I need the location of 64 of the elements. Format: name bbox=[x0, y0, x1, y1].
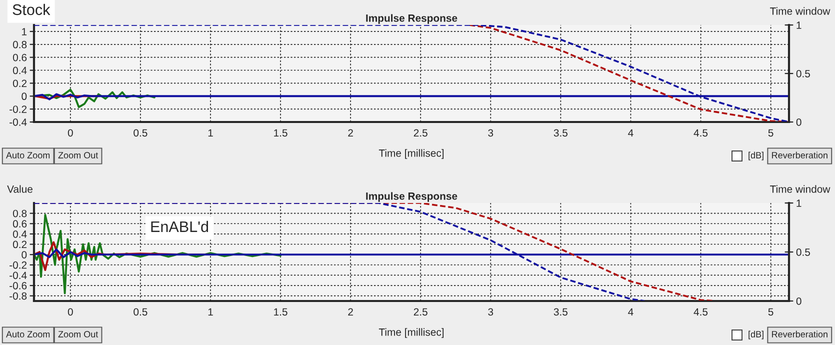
x-tick-label: 2.5 bbox=[414, 129, 428, 137]
text: Auto Zoom bbox=[6, 331, 50, 338]
y-tick-label: 0.2 bbox=[12, 240, 27, 248]
x-tick-label: 3 bbox=[488, 308, 494, 316]
y-tick-label: 0.4 bbox=[12, 230, 27, 238]
y-tick-label: -0.2 bbox=[10, 261, 27, 269]
line-series bbox=[34, 214, 282, 294]
y-tick-label: 0 bbox=[22, 92, 27, 100]
text: Reverberation bbox=[772, 330, 828, 338]
x-tick-label: 4 bbox=[628, 129, 634, 136]
x-tick-label: 4 bbox=[628, 308, 634, 316]
annotation: EnABL'd bbox=[151, 220, 208, 232]
x-tick-label: 4.5 bbox=[694, 129, 708, 137]
x-tick-label: 5 bbox=[768, 129, 774, 137]
y-tick-label: 0.6 bbox=[12, 54, 27, 62]
text: Zoom Out bbox=[58, 152, 98, 158]
x-tick-label: 1 bbox=[208, 308, 213, 316]
x-tick-label: 0 bbox=[68, 308, 73, 316]
x-tick-label: 5 bbox=[768, 308, 774, 316]
y-tick-label: 1 bbox=[22, 28, 27, 36]
x-tick-label: 1.5 bbox=[274, 308, 288, 316]
y-tick-label: 0.8 bbox=[12, 210, 27, 218]
text: Auto Zoom bbox=[6, 152, 50, 158]
y2-tick-label: 0.5 bbox=[796, 248, 810, 256]
x-tick-label: 0 bbox=[68, 129, 73, 137]
x-tick-label: 2 bbox=[348, 129, 353, 136]
y-tick-label: 0.8 bbox=[12, 40, 27, 48]
x-tick-label: 2.5 bbox=[414, 308, 428, 316]
y2-tick-label: 1 bbox=[796, 200, 802, 207]
y2-axis-title: Time window bbox=[770, 185, 830, 193]
y-tick-label: -0.4 bbox=[10, 272, 27, 280]
x-tick-label: 2 bbox=[348, 308, 353, 316]
chart-title: Impulse Response bbox=[366, 192, 458, 202]
x-axis-title: Time [millisec] bbox=[378, 149, 444, 159]
text: Zoom Out bbox=[58, 331, 98, 338]
x-tick-label: 1.5 bbox=[274, 129, 288, 137]
text: Reverberation bbox=[772, 152, 828, 158]
y-tick-label: 0 bbox=[22, 251, 27, 258]
y2-tick-label: 0.5 bbox=[796, 70, 810, 78]
x-tick-label: 1 bbox=[208, 129, 213, 136]
y-tick-label: -0.6 bbox=[10, 282, 27, 290]
y-tick-label: 0.6 bbox=[12, 220, 27, 228]
y-tick-label: 0.2 bbox=[12, 80, 27, 88]
text: Stock bbox=[12, 4, 50, 16]
x-tick-label: 4.5 bbox=[694, 308, 708, 316]
y2-axis-title: Time window bbox=[770, 7, 830, 15]
y-tick-label: -0.4 bbox=[10, 118, 27, 126]
y-tick-label: -0.2 bbox=[10, 106, 27, 113]
y2-tick-label: 1 bbox=[796, 22, 802, 29]
y-tick-label: -0.8 bbox=[10, 292, 27, 300]
x-tick-label: 3 bbox=[488, 129, 494, 137]
x-tick-label: 0.5 bbox=[134, 308, 148, 316]
y-tick-label: 0.4 bbox=[12, 66, 27, 74]
x-tick-label: 3.5 bbox=[554, 308, 568, 316]
chart-title: Impulse Response bbox=[366, 14, 458, 24]
x-tick-label: 3.5 bbox=[554, 129, 568, 137]
text: [dB] bbox=[748, 152, 764, 160]
y2-tick-label: 0 bbox=[796, 298, 802, 305]
text: [dB] bbox=[748, 330, 764, 340]
line-series bbox=[468, 25, 789, 122]
x-tick-label: 0.5 bbox=[134, 129, 148, 137]
x-axis-title: Time [millisec] bbox=[378, 328, 444, 338]
y2-tick-label: 0 bbox=[796, 118, 802, 126]
y-axis-title: Value bbox=[7, 185, 32, 193]
